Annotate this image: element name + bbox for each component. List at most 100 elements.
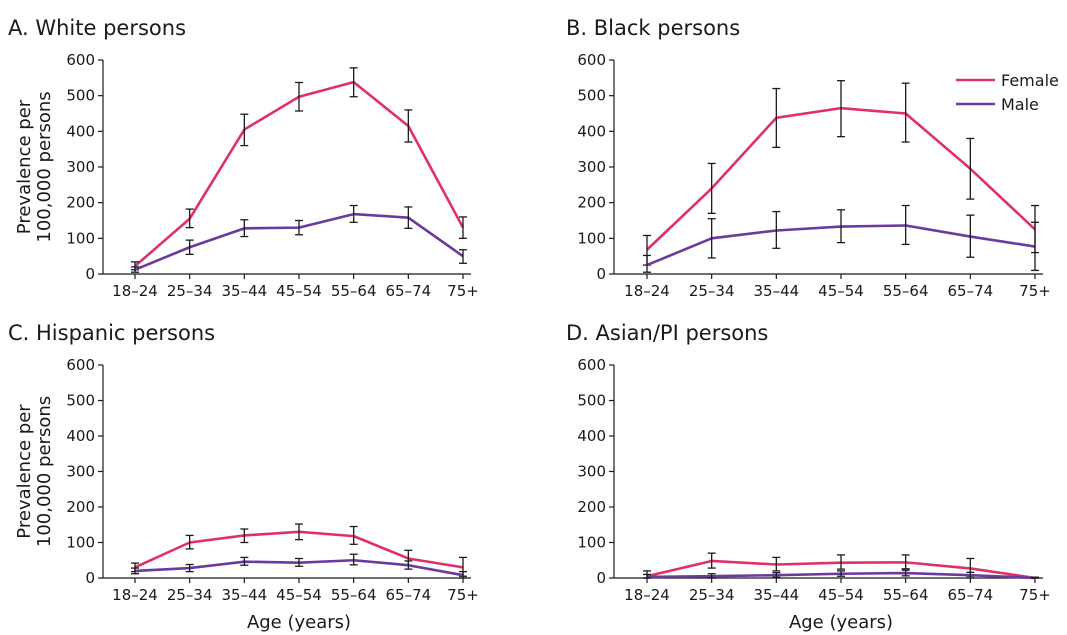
x-tick-label: 25–34 (167, 586, 213, 604)
error-bar-male (404, 206, 413, 229)
error-bar-male (240, 556, 249, 566)
error-bar-male (1031, 576, 1039, 579)
error-bar-male (240, 219, 249, 238)
x-tick-label: 55–64 (331, 586, 377, 604)
x-tick-label: 75+ (447, 586, 479, 604)
y-tick-label: 100 (577, 229, 606, 247)
error-bar-female (240, 528, 249, 544)
panel-title: A. White persons (8, 16, 186, 40)
error-bar-female (707, 162, 716, 215)
x-tick-label: 65–74 (385, 586, 431, 604)
error-bar-male (349, 204, 358, 223)
panel-1: A. White persons 0 100 200 300 400 500 600 18–24… (8, 16, 479, 300)
error-bar-female (349, 525, 358, 545)
panel-2: B. Black persons 0 100 200 300 400 500 600 18–24… (566, 16, 1059, 300)
error-bar-female (837, 80, 845, 138)
legend-label-female: Female (1001, 71, 1059, 90)
y-tick-label: 600 (577, 356, 606, 374)
error-bar-male (459, 249, 467, 264)
x-tick-label: 25–34 (689, 282, 735, 300)
y-tick-label: 100 (577, 534, 606, 552)
error-bar-female (772, 87, 781, 149)
y-tick-label: 0 (85, 265, 95, 283)
error-bar-male (901, 569, 910, 577)
error-bar-male (772, 210, 781, 249)
y-tick-label: 500 (577, 87, 606, 105)
error-bar-male (1031, 221, 1039, 272)
error-bar-male (459, 570, 467, 579)
x-tick-label: 18–24 (112, 282, 158, 300)
error-bar-male (295, 219, 303, 236)
panel-title: D. Asian/PI persons (566, 321, 768, 345)
legend: Female Male (956, 71, 1059, 114)
y-tick-label: 400 (66, 427, 95, 445)
error-bar-male (707, 573, 716, 579)
x-tick-label: 45–54 (818, 586, 864, 604)
error-bar-male (131, 266, 139, 273)
x-tick-label: 35–44 (221, 282, 267, 300)
error-bar-female (966, 137, 975, 200)
x-tick-label: 45–54 (276, 282, 322, 300)
error-bar-male (901, 204, 910, 246)
x-tick-label: 45–54 (818, 282, 864, 300)
error-bar-female (772, 556, 781, 572)
y-tick-label: 100 (66, 534, 95, 552)
y-tick-label: 600 (66, 356, 95, 374)
y-tick-label: 300 (577, 463, 606, 481)
error-bar-female (240, 113, 249, 147)
legend-label-male: Male (1001, 95, 1039, 114)
panel-title: B. Black persons (566, 16, 740, 40)
error-bar-female (185, 208, 194, 229)
y-tick-label: 300 (66, 158, 95, 176)
x-tick-label: 25–34 (167, 282, 213, 300)
error-bar-male (295, 557, 303, 567)
error-bar-male (131, 567, 139, 575)
error-bar-female (349, 67, 358, 98)
x-tick-label: 55–64 (883, 586, 929, 604)
x-tick-label: 18–24 (624, 586, 670, 604)
y-tick-label: 500 (66, 87, 95, 105)
error-bar-male (772, 572, 781, 578)
panel-3: C. Hispanic persons 0 100 200 300 400 500 600 18… (8, 321, 479, 633)
error-bar-female (295, 81, 303, 112)
error-bar-female (901, 82, 910, 143)
error-bar-male (966, 214, 975, 258)
error-bar-male (349, 553, 358, 566)
y-tick-label: 200 (577, 498, 606, 516)
x-tick-label: 35–44 (753, 282, 799, 300)
y-tick-label: 300 (577, 158, 606, 176)
error-bar-female (185, 534, 194, 550)
y-tick-label: 0 (596, 569, 606, 587)
x-tick-label: 45–54 (276, 586, 322, 604)
x-tick-label: 75+ (447, 282, 479, 300)
y-tick-label: 200 (66, 498, 95, 516)
y-tick-label: 200 (66, 194, 95, 212)
y-axis-title: Prevalence per100,000 persons (14, 91, 55, 242)
error-bar-female (404, 109, 413, 143)
error-bar-female (295, 523, 303, 541)
error-bar-female (707, 552, 716, 569)
x-tick-label: 65–74 (947, 586, 993, 604)
y-axis-title: Prevalence per100,000 persons (14, 396, 55, 547)
x-tick-label: 25–34 (689, 586, 735, 604)
y-tick-label: 400 (66, 122, 95, 140)
y-tick-label: 100 (66, 229, 95, 247)
panel-title: C. Hispanic persons (8, 321, 215, 345)
error-bar-male (185, 239, 194, 256)
error-bar-male (966, 571, 975, 579)
x-tick-label: 55–64 (331, 282, 377, 300)
error-bar-male (837, 209, 845, 244)
x-tick-label: 35–44 (753, 586, 799, 604)
y-tick-label: 300 (66, 463, 95, 481)
error-bar-male (643, 254, 651, 273)
x-tick-label: 75+ (1019, 282, 1051, 300)
y-tick-label: 600 (577, 51, 606, 69)
x-tick-label: 55–64 (883, 282, 929, 300)
x-axis-title: Age (years) (789, 612, 893, 633)
error-bar-male (643, 573, 651, 579)
x-tick-label: 18–24 (624, 282, 670, 300)
error-bar-female (459, 216, 467, 239)
y-tick-label: 600 (66, 51, 95, 69)
x-axis-title: Age (years) (247, 612, 351, 633)
